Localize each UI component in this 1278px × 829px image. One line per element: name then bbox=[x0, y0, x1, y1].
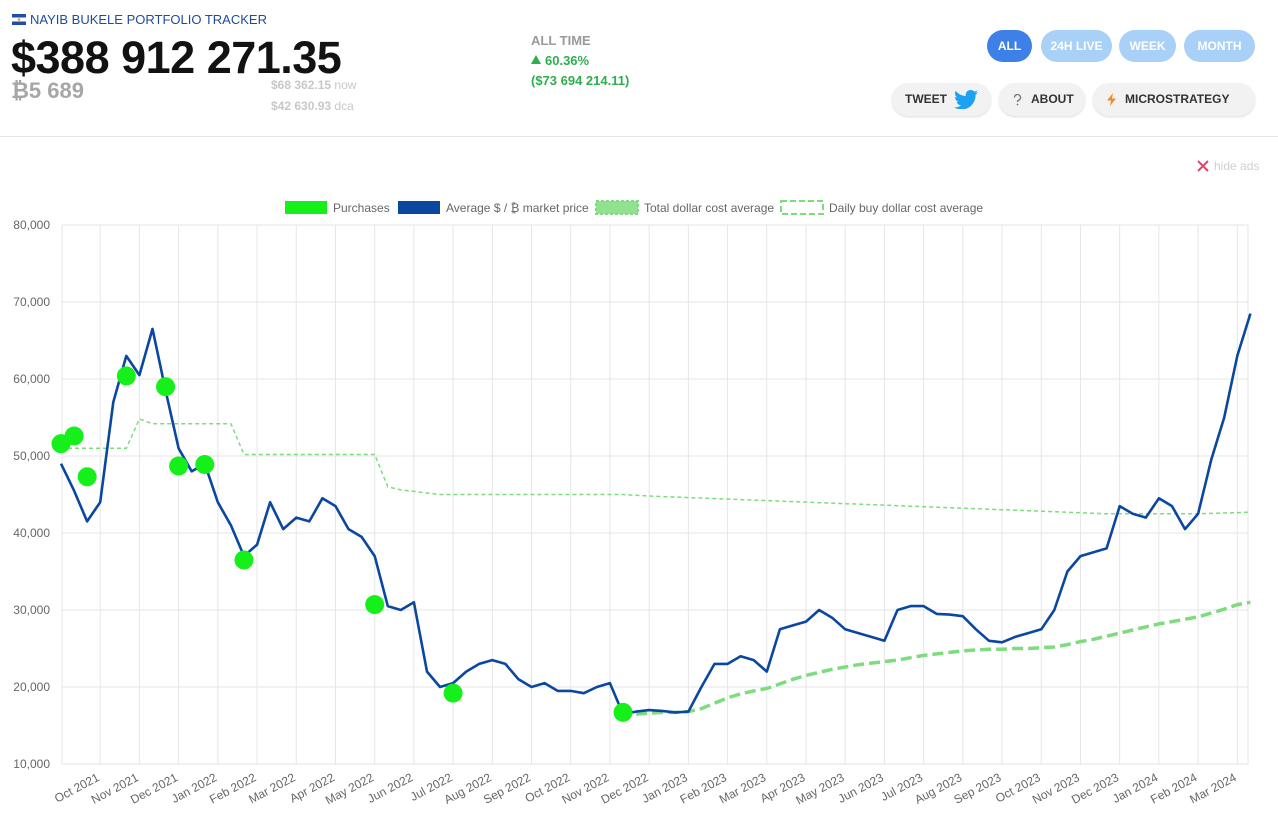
legend-swatch bbox=[285, 201, 327, 214]
purchase-point bbox=[613, 702, 633, 722]
microstrategy-button[interactable]: MICROSTRATEGY bbox=[1093, 83, 1255, 116]
price-now: $68 362.15 now bbox=[271, 78, 356, 92]
legend-label: Purchases bbox=[333, 201, 390, 215]
legend-label: Average $ / ₿ market price bbox=[446, 201, 589, 215]
y-tick-label: 20,000 bbox=[13, 680, 50, 694]
x-tick-label: Jun 2022 bbox=[365, 770, 415, 806]
x-tick-label: Jun 2023 bbox=[836, 770, 886, 806]
price-dca: $42 630.93 dca bbox=[271, 99, 354, 113]
label: MICROSTRATEGY bbox=[1125, 92, 1230, 106]
period-button[interactable]: 24H LIVE bbox=[1041, 30, 1112, 62]
purchase-point bbox=[195, 454, 215, 474]
purchase-point bbox=[365, 595, 385, 615]
series-line bbox=[635, 600, 1251, 716]
tweet-button[interactable]: TWEET bbox=[892, 83, 991, 116]
purchase-point bbox=[116, 366, 136, 386]
y-tick-label: 80,000 bbox=[13, 218, 50, 232]
bolt-icon bbox=[1107, 93, 1116, 106]
suffix: dca bbox=[334, 99, 354, 113]
suffix: now bbox=[334, 78, 357, 92]
flag bbox=[12, 14, 26, 25]
period-button[interactable]: WEEK bbox=[1119, 30, 1176, 62]
price: $68 362.15 bbox=[271, 78, 332, 92]
period-button[interactable]: MONTH bbox=[1184, 30, 1255, 62]
purchase-point bbox=[169, 456, 189, 476]
question-icon bbox=[1013, 94, 1022, 106]
change-amount: ($73 694 214.11) bbox=[531, 73, 630, 88]
chart: 10,000 20,000 30,000 40,000 50,000 60,000 70,0… bbox=[13, 200, 1252, 807]
total-value: $388 912 271.35 bbox=[11, 32, 342, 83]
period-button[interactable]: ALL bbox=[987, 30, 1032, 62]
purchase-point bbox=[234, 550, 254, 570]
up-arrow bbox=[531, 55, 541, 64]
y-tick-label: 70,000 bbox=[13, 295, 50, 309]
period-label: ALL TIME bbox=[531, 33, 591, 48]
legend-label: Daily buy dollar cost average bbox=[829, 201, 983, 215]
twitter-icon bbox=[954, 90, 978, 109]
y-tick-label: 40,000 bbox=[13, 526, 50, 540]
purchase-point bbox=[156, 377, 176, 397]
y-tick-label: 60,000 bbox=[13, 372, 50, 386]
change-percent: 60.36% bbox=[545, 53, 590, 68]
label: TWEET bbox=[905, 92, 947, 106]
hide-ads[interactable]: hide ads bbox=[1214, 159, 1260, 173]
y-tick-label: 50,000 bbox=[13, 449, 50, 463]
legend-swatch bbox=[780, 200, 824, 215]
series-line bbox=[59, 313, 1252, 716]
y-tick-label: 10,000 bbox=[13, 757, 50, 771]
close-icon[interactable] bbox=[1197, 160, 1209, 172]
price: $42 630.93 bbox=[271, 99, 332, 113]
about-button[interactable]: ABOUT bbox=[999, 83, 1085, 116]
legend-swatch bbox=[595, 200, 639, 215]
legend-swatch bbox=[398, 201, 440, 214]
btc-holdings: ₿5 689 bbox=[11, 78, 84, 103]
series-line bbox=[61, 418, 1251, 515]
purchase-point bbox=[77, 467, 97, 487]
divider bbox=[0, 136, 1278, 137]
legend-label: Total dollar cost average bbox=[644, 201, 774, 215]
y-tick-label: 30,000 bbox=[13, 603, 50, 617]
app-title: NAYIB BUKELE PORTFOLIO TRACKER bbox=[30, 12, 267, 27]
purchase-point bbox=[443, 683, 463, 703]
label: ABOUT bbox=[1031, 92, 1074, 106]
purchase-point bbox=[64, 426, 84, 446]
